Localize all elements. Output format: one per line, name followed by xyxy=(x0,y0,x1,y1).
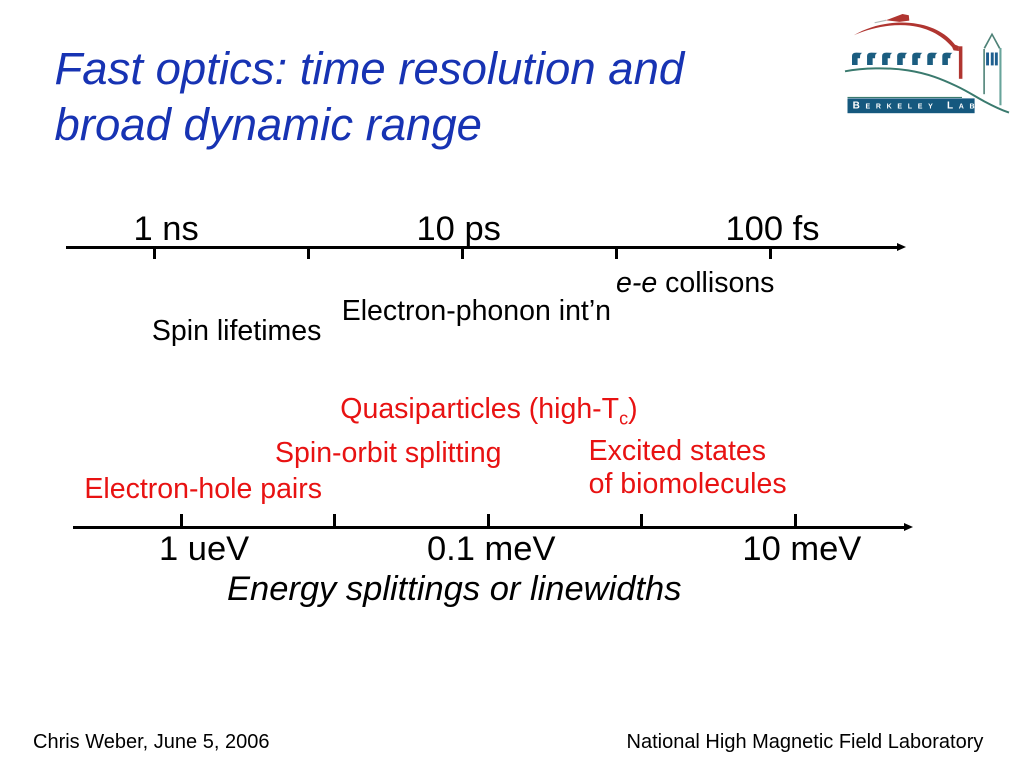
svg-text:Berkeley Lab: Berkeley Lab xyxy=(853,101,981,112)
